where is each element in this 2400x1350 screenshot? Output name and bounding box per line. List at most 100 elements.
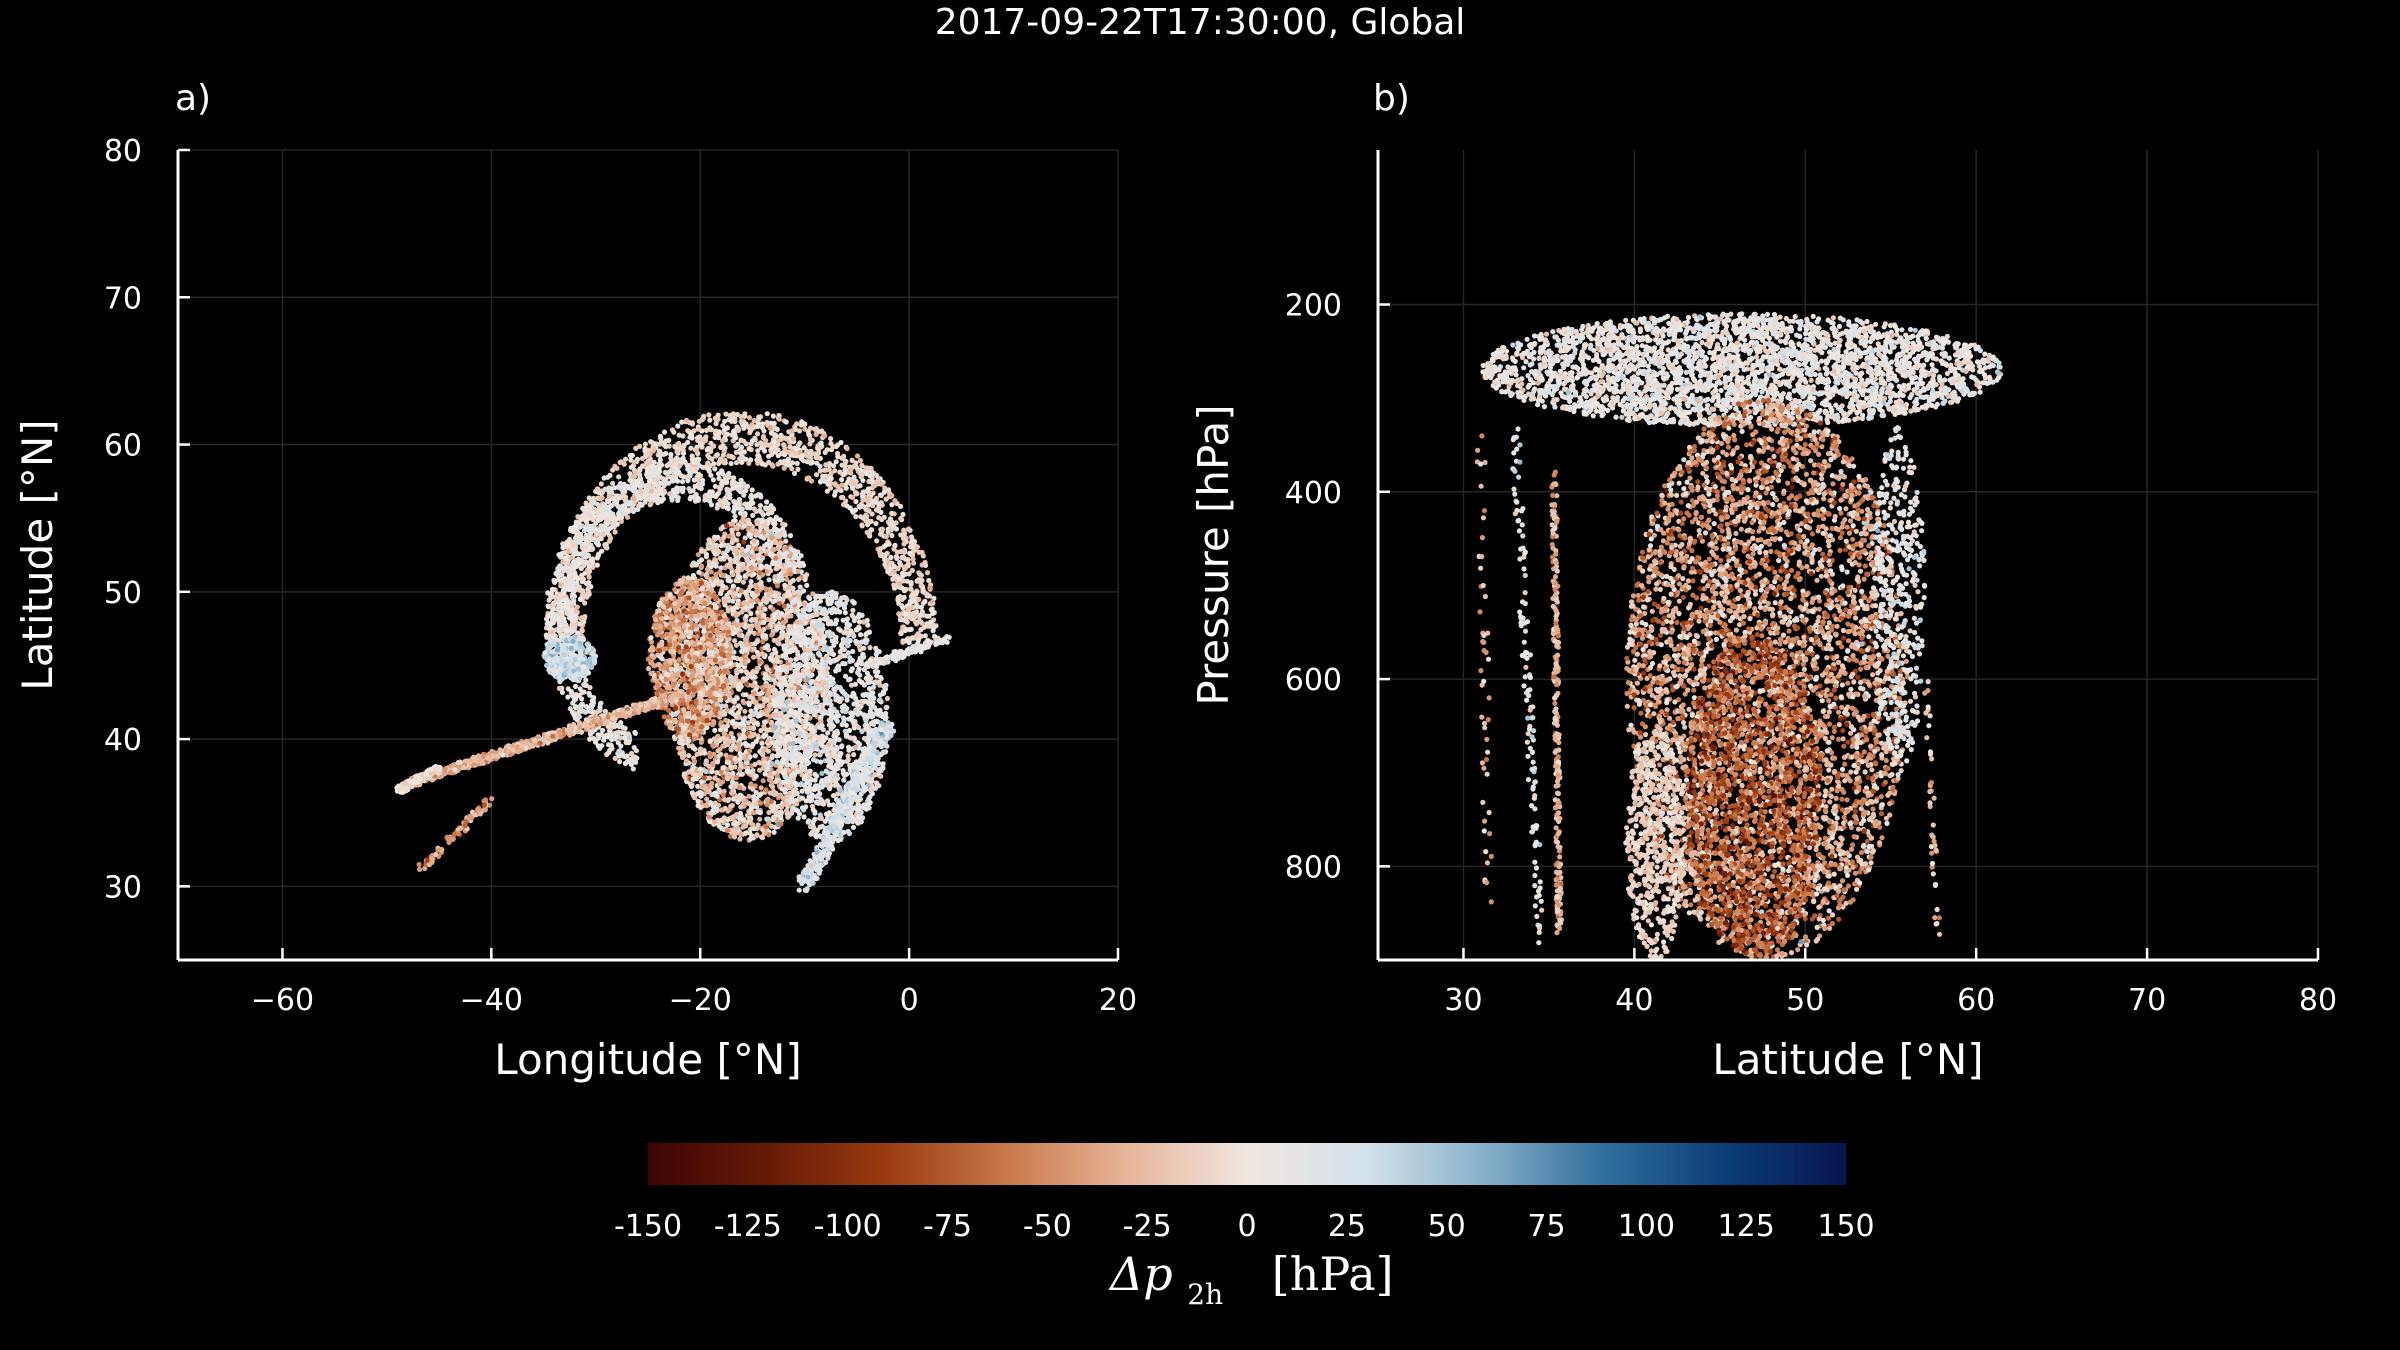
panel-a-point [637,476,643,482]
panel-a-point [783,419,789,425]
panel-a-point [579,575,585,582]
panel-a-point [719,825,725,832]
panel-a-point [916,549,922,555]
panel-a-point [878,481,884,487]
panel-a-point [694,459,701,465]
panel-a-point [583,518,589,524]
panel-a-point [642,441,649,447]
panel-a-point [874,538,880,544]
panel-a-point [748,501,754,507]
panel-a-point [898,532,904,538]
panel-a-point [773,447,779,453]
panel-a-point [743,798,749,804]
panel-a-point [897,581,903,587]
panel-a-point [759,509,765,516]
panel-a-point [889,502,895,508]
panel-a-point [619,515,625,521]
panel-a-point [817,468,823,474]
panel-a-point [719,555,725,561]
panel-a-point [737,810,744,816]
panel-a-point [720,583,726,589]
panel-a-point [869,478,875,485]
panel-a-point [877,551,883,557]
panel-a-point [765,675,772,681]
panel-a-point [669,495,675,501]
panel-a-point [847,467,854,473]
panel-a-point [879,526,886,532]
panel-a-point [569,548,576,554]
panel-a-point [666,443,672,449]
panel-a-point [616,753,623,759]
panel-a-point [710,492,716,498]
panel-a-point [871,498,877,504]
panel-a-point [747,713,753,720]
panel-a-point [762,719,768,725]
panel-a-point [764,419,770,426]
panel-a-point [769,535,775,541]
panel-a-point [741,523,747,529]
panel-a-point [776,412,782,419]
panel-a-point [614,730,620,736]
panel-a-point [748,457,754,463]
panel-a-point [733,443,739,449]
panel-a-point [909,534,915,540]
panel-a-point [751,794,757,800]
panel-a-point [732,419,738,425]
panel-a-grid [178,149,1119,960]
panel-a-point [905,526,912,532]
panel-a-point [757,503,764,509]
panel-a-point [800,453,806,459]
panel-a-point [751,506,757,512]
panel-a-point [737,736,743,742]
panel-a-point [728,754,734,760]
panel-a-point [633,748,640,754]
panel-a-point [645,465,651,471]
panel-a-point [758,563,764,569]
panel-a-point [688,445,694,451]
panel-a-point [612,529,618,535]
panel-a-point [712,800,718,806]
panel-a-point [738,414,744,420]
panel-a-point [746,531,752,537]
panel-a-point [744,557,750,564]
panel-a-point [761,755,767,761]
panel-a-point [774,625,780,632]
panel-a-point [627,477,633,483]
panel-a-point [727,492,733,498]
panel-a-point [724,775,730,781]
panel-a-point [755,448,761,454]
panel-a-point [757,760,764,766]
panel-a-point [724,562,731,568]
panel-a-point [905,557,911,563]
panel-a-point [927,585,933,591]
panel-a-point [555,565,561,572]
panel-a-point [617,459,623,465]
panel-a-point [588,557,594,563]
panel-a-point [551,577,557,584]
panel-a-point [733,613,739,619]
panel-a-point [674,485,680,491]
panel-a-point [710,477,717,483]
panel-a-point [904,578,910,584]
panel-a-point [769,632,775,638]
panel-a-point [797,590,804,596]
panel-a-point [690,745,697,751]
panel-a-point [742,756,749,762]
panel-a-point [877,546,884,552]
panel-a-point [734,623,741,629]
panel-a-point [732,432,738,438]
panel-a-point [737,815,743,822]
panel-a-point [718,590,724,596]
panel-a-point [770,547,776,553]
panel-a-point [763,787,769,793]
panel-a-point [730,537,736,544]
panel-a-point [778,540,784,546]
panel-a-point [735,556,741,562]
panel-a-point [726,453,732,459]
panel-a-point [924,623,931,629]
panel-a-point [821,478,828,484]
panel-a-point [909,616,915,622]
panel-a-point [901,565,908,571]
panel-a-point [694,435,701,441]
panel-a-point [583,525,589,531]
